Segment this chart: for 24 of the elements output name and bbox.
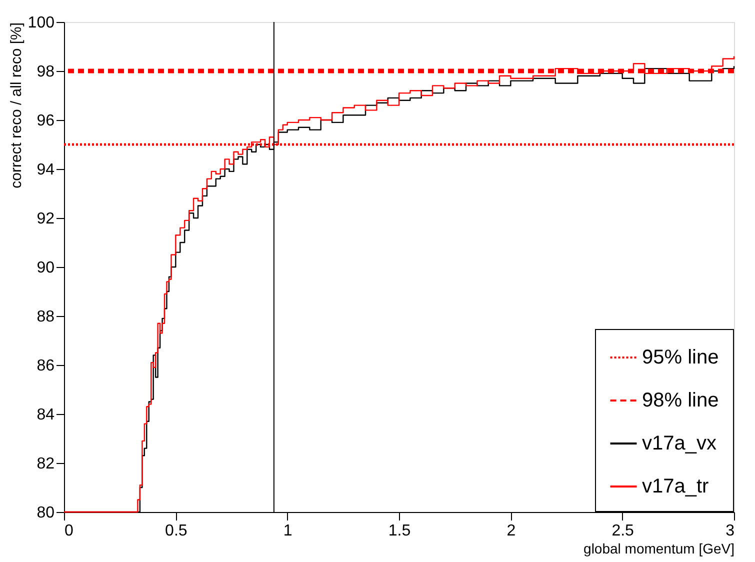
y-tick-label: 92 [36,210,55,228]
x-tick-label: 1.5 [388,522,411,540]
legend-label: 95% line [642,346,719,368]
y-axis-title: correct reco / all reco [%] [8,22,25,188]
x-tick-label: 2.5 [612,522,634,540]
y-tick-label: 96 [36,112,55,130]
y-tick-label: 100 [28,14,55,32]
y-tick-label: 84 [36,406,55,424]
legend-label: 98% line [642,390,719,412]
y-tick-label: 94 [36,162,55,178]
x-axis-title: global momentum [GeV] [584,540,734,556]
legend-label: v17a_tr [642,476,710,498]
x-tick-label: 3 [726,522,735,540]
y-tick-label: 88 [36,308,55,326]
legend-label: v17a_vx [642,432,716,454]
x-tick-label: 0.5 [165,522,188,540]
y-tick-label: 80 [36,504,55,522]
y-tick-label: 86 [36,358,55,374]
x-tick-label: 0 [64,522,74,540]
y-tick-label: 82 [36,456,55,472]
y-tick-label: 98 [36,64,55,80]
x-tick-label: 2 [506,522,516,540]
y-tick-label: 90 [36,260,55,276]
x-tick-label: 1 [283,522,292,540]
